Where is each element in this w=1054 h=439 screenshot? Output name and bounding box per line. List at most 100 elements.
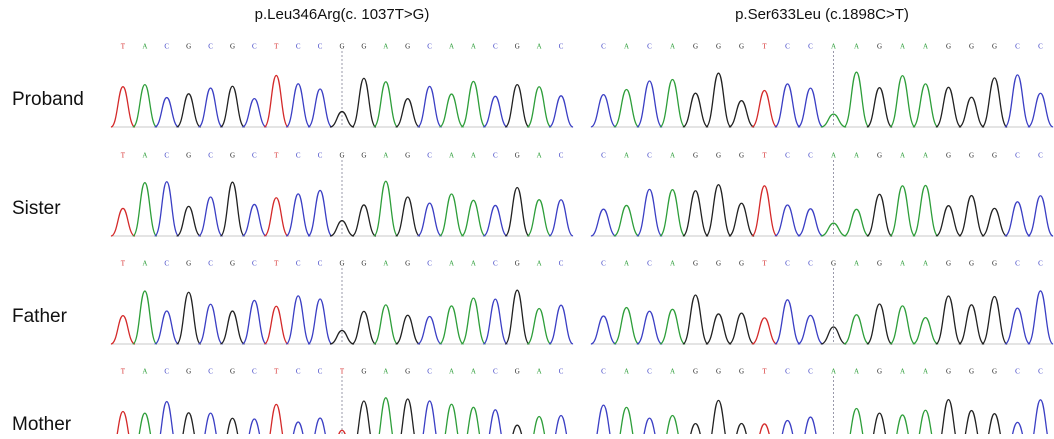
- chromatogram-peak: [982, 414, 1007, 434]
- chromatogram-peak: [439, 194, 463, 236]
- chromatogram-peak: [396, 315, 420, 344]
- base-letter: A: [449, 43, 454, 51]
- chromatogram-peak: [220, 418, 244, 434]
- chromatogram-peak: [614, 407, 639, 434]
- base-letter: A: [383, 43, 388, 51]
- chromatogram-peak: [706, 73, 731, 127]
- chromatogram-peak: [308, 299, 332, 344]
- chromatogram-peak: [461, 407, 485, 434]
- chromatogram-peak: [637, 418, 662, 434]
- chromatogram-peak: [752, 186, 777, 236]
- chromatogram-peak: [683, 424, 708, 434]
- chromatogram-peak: [982, 78, 1007, 127]
- column-title: p.Ser633Leu (c.1898C>T): [735, 6, 909, 23]
- chromatogram-peak: [111, 87, 135, 127]
- chromatogram-peak: [549, 200, 573, 236]
- chromatogram-peak: [439, 306, 463, 344]
- base-letter: C: [164, 260, 169, 268]
- base-letter: G: [992, 152, 997, 160]
- chromatogram-peak: [798, 88, 823, 127]
- base-letter: G: [877, 368, 882, 376]
- chromatogram-peak: [396, 399, 420, 434]
- base-letter: T: [762, 43, 767, 51]
- chromatogram-peak: [242, 419, 266, 434]
- chromatogram-peak: [155, 98, 179, 127]
- chromatogram-peak: [637, 311, 662, 344]
- base-letter: C: [785, 152, 790, 160]
- chromatogram-peak: [505, 85, 529, 127]
- base-letter: C: [647, 260, 652, 268]
- base-letter: G: [339, 43, 344, 51]
- base-letter: A: [854, 152, 859, 160]
- base-letter: T: [121, 43, 126, 51]
- page: ProbandSisterFatherMotherp.Leu346Arg(c. …: [0, 0, 1054, 439]
- base-letter: C: [601, 152, 606, 160]
- base-letter: G: [515, 152, 520, 160]
- chromatogram-peak: [706, 185, 731, 236]
- chromatogram-peak: [483, 299, 507, 344]
- chromatogram-peak: [844, 72, 869, 127]
- base-letter: G: [716, 152, 721, 160]
- chromatogram-peak: [505, 187, 529, 236]
- chromatogram-peak: [439, 94, 463, 127]
- base-letter: A: [383, 368, 388, 376]
- chromatogram-peak: [461, 200, 485, 236]
- base-letter: A: [449, 368, 454, 376]
- base-letter: G: [515, 260, 520, 268]
- base-letter: C: [785, 368, 790, 376]
- chromatogram-peak: [637, 189, 662, 236]
- base-letter: A: [923, 43, 928, 51]
- chromatogram-peak: [798, 417, 823, 434]
- base-letter: A: [900, 260, 905, 268]
- base-letter: C: [601, 260, 606, 268]
- chromatogram-peak: [729, 423, 754, 434]
- base-letter: C: [559, 152, 564, 160]
- chromatogram-peak: [155, 182, 179, 236]
- chromatogram-peak: [1028, 291, 1053, 344]
- chromatogram-peak: [614, 89, 639, 127]
- base-letter: C: [318, 43, 323, 51]
- base-letter: T: [762, 260, 767, 268]
- base-letter: C: [808, 368, 813, 376]
- base-letter: A: [142, 152, 147, 160]
- base-letter: C: [208, 260, 213, 268]
- base-letter: C: [785, 260, 790, 268]
- chromatogram-peak: [936, 400, 961, 434]
- base-letter: C: [601, 368, 606, 376]
- base-letter: C: [808, 260, 813, 268]
- chromatogram-peak: [264, 306, 288, 344]
- row-label: Sister: [12, 198, 61, 219]
- chromatogram-peak: [527, 417, 551, 434]
- base-letter: C: [647, 43, 652, 51]
- chromatogram-peak: [461, 81, 485, 127]
- base-letter: T: [762, 152, 767, 160]
- base-letter: C: [647, 368, 652, 376]
- chromatogram-peak: [798, 209, 823, 236]
- chromatogram-peak: [199, 88, 223, 127]
- chromatogram-peak: [1005, 75, 1030, 127]
- chromatogram-peak: [418, 203, 442, 236]
- base-letter: A: [624, 368, 629, 376]
- chromatogram-peak: [1028, 93, 1053, 127]
- chromatogram-peak: [1028, 196, 1053, 236]
- chromatogram-peak: [959, 411, 984, 434]
- chromatogram-peak: [220, 182, 244, 236]
- chromatogram-peak: [374, 181, 398, 236]
- chromatogram-peak: [729, 313, 754, 344]
- base-letter: C: [493, 152, 498, 160]
- base-letter: A: [923, 260, 928, 268]
- chromatogram-peak: [683, 295, 708, 344]
- base-letter: G: [739, 43, 744, 51]
- base-letter: A: [537, 260, 542, 268]
- base-letter: C: [1038, 43, 1043, 51]
- chromatogram-peak: [867, 194, 892, 236]
- chromatogram-peak: [844, 315, 869, 344]
- base-letter: T: [274, 152, 279, 160]
- base-letter: A: [142, 260, 147, 268]
- base-letter: C: [1015, 43, 1020, 51]
- base-letter: A: [923, 368, 928, 376]
- chromatogram-peak: [614, 308, 639, 344]
- chromatogram-peak: [660, 415, 685, 434]
- chromatogram-peak: [155, 311, 179, 344]
- base-letter: G: [405, 152, 410, 160]
